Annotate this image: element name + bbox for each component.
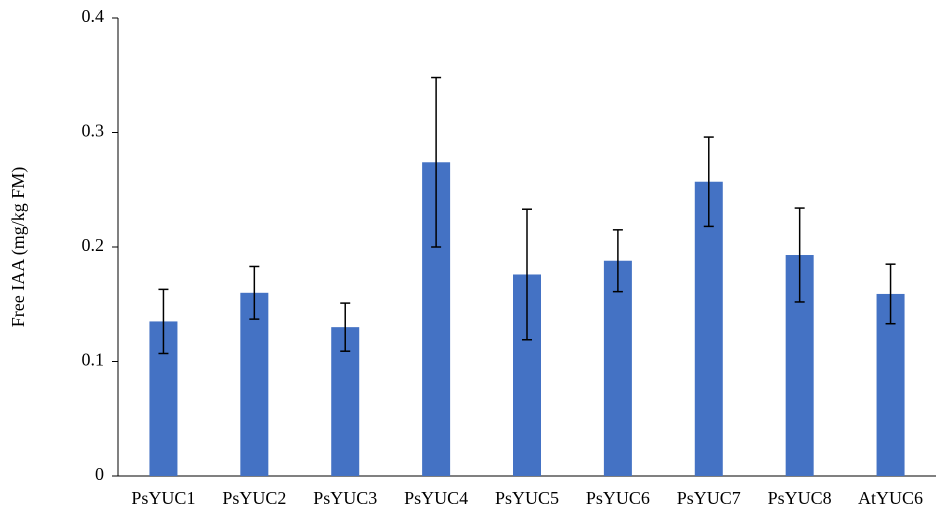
x-tick-label: PsYUC6: [586, 488, 650, 508]
x-tick-label: PsYUC1: [131, 488, 195, 508]
x-tick-label: PsYUC3: [313, 488, 377, 508]
x-tick-label: PsYUC4: [404, 488, 468, 508]
x-tick-label: PsYUC7: [677, 488, 741, 508]
x-tick-label: PsYUC8: [768, 488, 832, 508]
bar: [240, 292, 269, 476]
bar: [694, 181, 723, 477]
y-tick-label: 0: [95, 464, 104, 484]
bar: [331, 327, 360, 476]
y-tick-label: 0.1: [82, 350, 105, 370]
bar: [603, 260, 632, 476]
y-tick-label: 0.4: [82, 6, 105, 26]
y-tick-label: 0.2: [82, 235, 105, 255]
y-tick-label: 0.3: [82, 121, 105, 141]
x-tick-label: AtYUC6: [858, 488, 923, 508]
x-tick-label: PsYUC2: [222, 488, 286, 508]
y-axis-title: Free IAA (mg/kg FM): [8, 167, 29, 328]
x-tick-label: PsYUC5: [495, 488, 559, 508]
